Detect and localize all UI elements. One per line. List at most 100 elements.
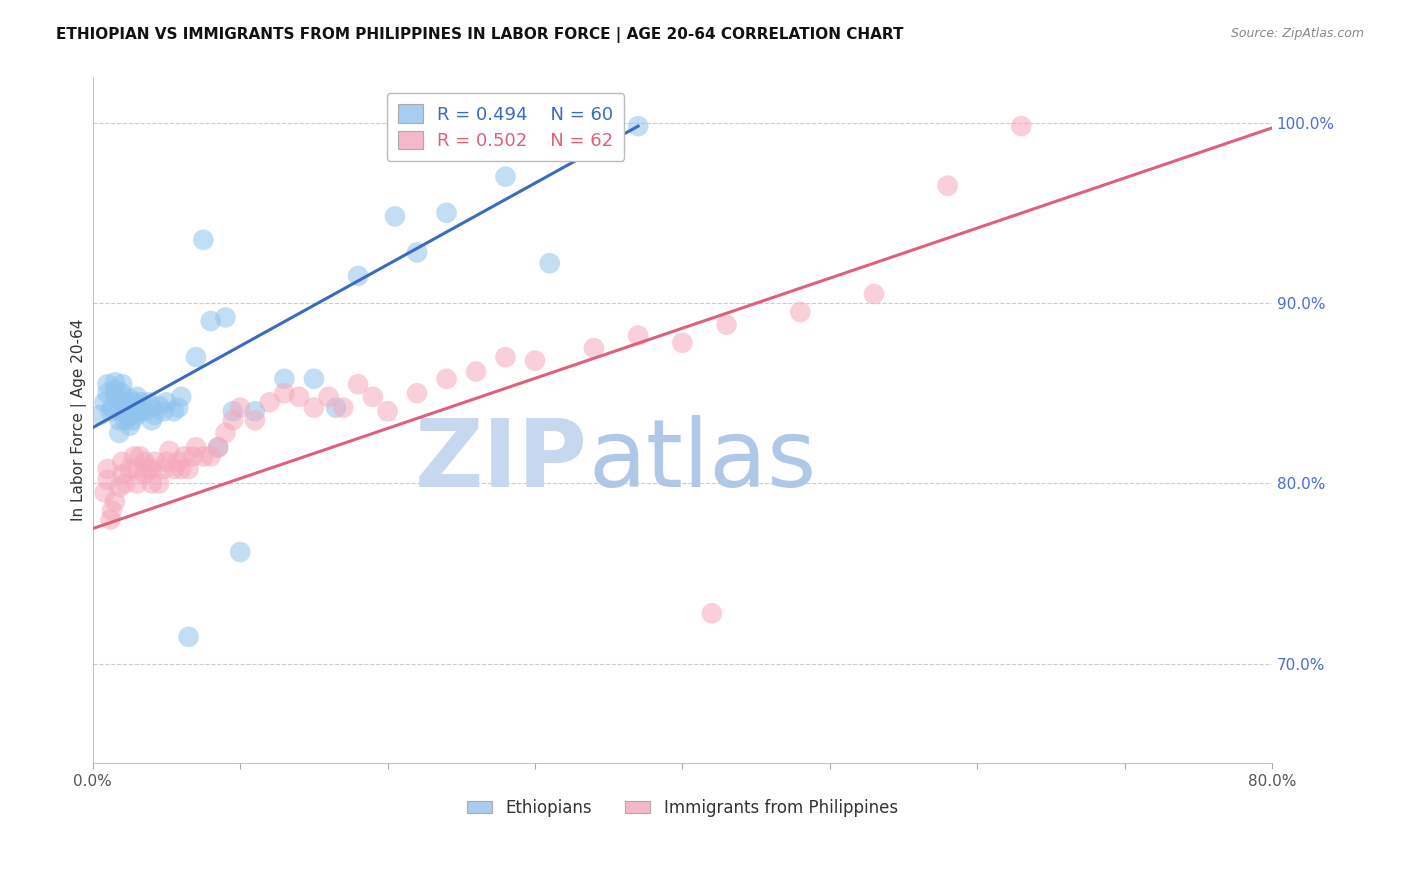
Point (222, 413, 245, 427)
Point (101, 401, 124, 415)
Point (108, 413, 131, 427)
Point (436, 206, 458, 220)
Point (143, 408, 166, 422)
Point (716, 318, 738, 332)
Point (148, 476, 170, 491)
Point (118, 462, 141, 476)
Point (193, 450, 215, 464)
Point (325, 401, 347, 415)
Point (108, 404, 131, 418)
Point (229, 401, 252, 415)
Point (134, 404, 156, 418)
Point (122, 450, 145, 464)
Point (214, 425, 236, 440)
Point (134, 455, 156, 469)
Point (114, 413, 136, 427)
Point (96, 386, 118, 401)
Point (167, 455, 190, 469)
Point (207, 441, 229, 455)
Point (96, 462, 118, 476)
Point (125, 476, 148, 491)
Point (100, 512, 122, 526)
Point (582, 341, 605, 355)
Point (129, 450, 152, 464)
Point (122, 395, 145, 409)
Point (125, 399, 148, 413)
Point (122, 404, 145, 418)
Text: ETHIOPIAN VS IMMIGRANTS FROM PHILIPPINES IN LABOR FORCE | AGE 20-64 CORRELATION : ETHIOPIAN VS IMMIGRANTS FROM PHILIPPINES… (56, 27, 904, 43)
Point (100, 404, 122, 418)
Point (159, 444, 181, 458)
Point (111, 377, 134, 392)
Point (700, 607, 723, 621)
Point (193, 233, 215, 247)
Point (671, 335, 693, 350)
Point (936, 178, 959, 193)
Point (170, 462, 193, 476)
Point (1010, 119, 1032, 133)
Point (104, 494, 127, 508)
Text: ZIP: ZIP (415, 416, 588, 508)
Point (118, 401, 141, 415)
Point (141, 476, 163, 491)
Point (523, 353, 546, 368)
Point (118, 418, 141, 433)
Point (125, 462, 148, 476)
Point (495, 350, 517, 364)
Point (177, 630, 200, 644)
Point (134, 467, 156, 482)
Point (108, 425, 131, 440)
Point (129, 404, 152, 418)
Point (361, 390, 384, 404)
Point (93, 485, 115, 500)
Point (243, 413, 266, 427)
Point (170, 390, 193, 404)
Point (318, 390, 340, 404)
Point (495, 169, 517, 184)
Point (200, 314, 222, 328)
Point (200, 450, 222, 464)
Point (104, 376, 127, 390)
Point (181, 450, 204, 464)
Point (863, 287, 886, 301)
Point (111, 386, 134, 401)
Point (115, 395, 138, 409)
Point (118, 409, 141, 424)
Point (302, 372, 325, 386)
Point (347, 377, 370, 392)
Point (114, 404, 136, 418)
Y-axis label: In Labor Force | Age 20-64: In Labor Force | Age 20-64 (72, 319, 87, 522)
Point (347, 268, 370, 283)
Point (111, 395, 134, 409)
Point (89, 408, 111, 422)
Point (141, 401, 163, 415)
Point (104, 390, 127, 404)
Point (177, 462, 200, 476)
Point (273, 372, 295, 386)
Point (104, 383, 127, 397)
Point (163, 404, 186, 418)
Point (143, 455, 166, 469)
Point (243, 404, 266, 418)
Point (155, 455, 177, 469)
Text: Source: ZipAtlas.com: Source: ZipAtlas.com (1230, 27, 1364, 40)
Point (141, 462, 163, 476)
Point (138, 395, 160, 409)
Point (131, 395, 153, 409)
Point (288, 390, 311, 404)
Point (118, 392, 141, 406)
Point (214, 310, 236, 325)
Point (148, 399, 170, 413)
Point (155, 395, 177, 409)
Legend: Ethiopians, Immigrants from Philippines: Ethiopians, Immigrants from Philippines (460, 792, 904, 823)
Point (108, 480, 131, 494)
Point (93, 395, 115, 409)
Point (125, 408, 148, 422)
Point (406, 386, 429, 401)
Point (152, 462, 174, 476)
Point (101, 503, 124, 517)
Point (121, 413, 143, 427)
Point (384, 210, 406, 224)
Point (96, 473, 118, 487)
Point (538, 256, 561, 270)
